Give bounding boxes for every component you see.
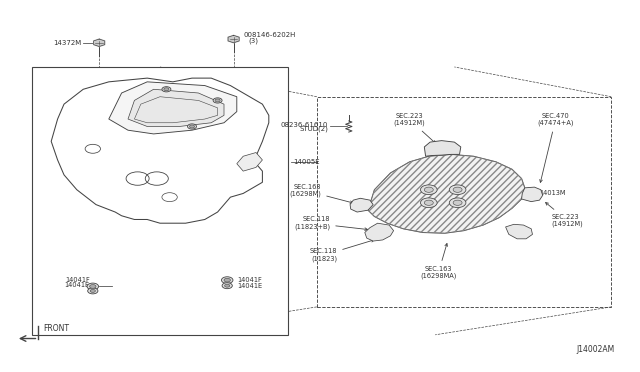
Circle shape	[420, 185, 437, 195]
Polygon shape	[237, 153, 262, 171]
Text: FRONT: FRONT	[44, 324, 70, 333]
Text: (3): (3)	[248, 38, 259, 44]
Circle shape	[420, 198, 437, 208]
Text: SEC.470
(47474+A): SEC.470 (47474+A)	[537, 113, 574, 182]
Text: STUD(2): STUD(2)	[300, 126, 328, 132]
Text: SEC.163
(16298MA): SEC.163 (16298MA)	[420, 244, 456, 279]
Bar	[317, 97, 611, 307]
Text: 14041E: 14041E	[237, 283, 262, 289]
Circle shape	[90, 285, 96, 288]
Circle shape	[162, 87, 171, 92]
Text: 14013M: 14013M	[539, 190, 565, 196]
Text: SEC.118
(11823+B): SEC.118 (11823+B)	[294, 217, 367, 231]
Circle shape	[215, 99, 220, 102]
Text: SEC.118
(11823): SEC.118 (11823)	[310, 240, 374, 262]
Circle shape	[424, 200, 433, 205]
Circle shape	[87, 283, 99, 290]
Circle shape	[424, 187, 433, 192]
Text: 08236-61610: 08236-61610	[281, 122, 328, 128]
Circle shape	[222, 283, 232, 289]
Circle shape	[453, 187, 462, 192]
Circle shape	[224, 278, 230, 282]
Text: J14002AM: J14002AM	[576, 345, 614, 354]
Polygon shape	[424, 141, 461, 156]
Circle shape	[225, 284, 230, 287]
Polygon shape	[368, 154, 525, 233]
Text: 14005E: 14005E	[293, 159, 320, 165]
Polygon shape	[128, 89, 224, 126]
Circle shape	[90, 289, 95, 292]
Text: 14041F: 14041F	[237, 277, 262, 283]
Circle shape	[188, 124, 196, 129]
Text: 14041E: 14041E	[65, 282, 90, 288]
Circle shape	[88, 288, 98, 294]
Text: SEC.223
(14912M): SEC.223 (14912M)	[394, 113, 436, 143]
Polygon shape	[522, 187, 543, 202]
Bar	[32, 67, 288, 335]
Text: 008146-6202H: 008146-6202H	[243, 32, 296, 38]
Polygon shape	[506, 224, 532, 239]
Circle shape	[221, 277, 233, 283]
Circle shape	[213, 98, 222, 103]
Circle shape	[449, 198, 466, 208]
Polygon shape	[365, 223, 394, 241]
Text: 14041F: 14041F	[65, 277, 90, 283]
Polygon shape	[109, 82, 237, 134]
Polygon shape	[93, 39, 105, 46]
Circle shape	[189, 125, 195, 128]
Text: SEC.223
(14912M): SEC.223 (14912M)	[545, 202, 584, 227]
Circle shape	[449, 185, 466, 195]
Circle shape	[164, 88, 169, 91]
Polygon shape	[350, 198, 373, 212]
Circle shape	[453, 200, 462, 205]
Polygon shape	[228, 35, 239, 43]
Text: 14372M: 14372M	[54, 39, 82, 46]
Text: SEC.163
(16298M): SEC.163 (16298M)	[289, 184, 353, 203]
